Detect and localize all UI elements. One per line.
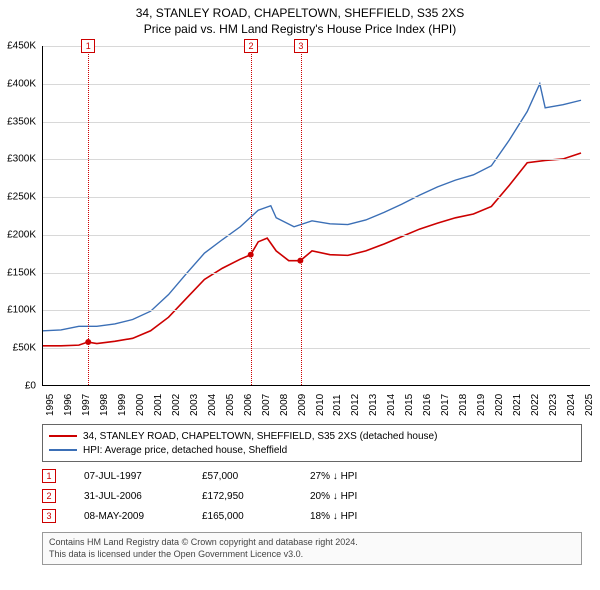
event-marker-box: 3 xyxy=(294,39,308,53)
y-tick-label: £100K xyxy=(0,305,40,316)
plot-area: 123 xyxy=(42,46,590,386)
y-tick-label: £450K xyxy=(0,41,40,52)
event-price: £165,000 xyxy=(202,511,282,522)
y-tick-label: £150K xyxy=(0,267,40,278)
event-row-marker: 3 xyxy=(42,509,56,523)
event-row-marker: 1 xyxy=(42,469,56,483)
gridline xyxy=(43,197,590,198)
footer-line2: This data is licensed under the Open Gov… xyxy=(49,549,575,561)
gridline xyxy=(43,348,590,349)
y-tick-label: £250K xyxy=(0,192,40,203)
event-marker-box: 2 xyxy=(244,39,258,53)
legend-label: 34, STANLEY ROAD, CHAPELTOWN, SHEFFIELD,… xyxy=(83,431,437,442)
y-tick-label: £400K xyxy=(0,78,40,89)
legend-row: HPI: Average price, detached house, Shef… xyxy=(49,443,575,457)
event-diff: 18% ↓ HPI xyxy=(310,511,400,522)
legend-label: HPI: Average price, detached house, Shef… xyxy=(83,445,287,456)
title-block: 34, STANLEY ROAD, CHAPELTOWN, SHEFFIELD,… xyxy=(0,0,600,38)
y-tick-label: £50K xyxy=(0,343,40,354)
chart-title-address: 34, STANLEY ROAD, CHAPELTOWN, SHEFFIELD,… xyxy=(10,6,590,20)
gridline xyxy=(43,84,590,85)
event-date: 08-MAY-2009 xyxy=(84,511,174,522)
event-diff: 27% ↓ HPI xyxy=(310,471,400,482)
chart-area: £0 £50K £100K £150K £200K £250K £300K £350K £400… xyxy=(0,38,600,418)
event-row: 2 31-JUL-2006 £172,950 20% ↓ HPI xyxy=(42,486,582,506)
event-date: 07-JUL-1997 xyxy=(84,471,174,482)
event-price: £172,950 xyxy=(202,491,282,502)
legend-swatch xyxy=(49,449,77,451)
y-tick-label: £350K xyxy=(0,116,40,127)
legend-swatch xyxy=(49,435,77,437)
legend: 34, STANLEY ROAD, CHAPELTOWN, SHEFFIELD,… xyxy=(42,424,582,462)
event-date: 31-JUL-2006 xyxy=(84,491,174,502)
event-marker-line xyxy=(301,46,302,385)
event-row: 3 08-MAY-2009 £165,000 18% ↓ HPI xyxy=(42,506,582,526)
gridline xyxy=(43,122,590,123)
gridline xyxy=(43,159,590,160)
events-table: 1 07-JUL-1997 £57,000 27% ↓ HPI 2 31-JUL-2006… xyxy=(42,466,582,526)
chart-title-subtitle: Price paid vs. HM Land Registry's House … xyxy=(10,22,590,36)
x-tick-label: 2025 xyxy=(584,394,600,416)
event-marker-box: 1 xyxy=(81,39,95,53)
event-diff: 20% ↓ HPI xyxy=(310,491,400,502)
footer-line1: Contains HM Land Registry data © Crown c… xyxy=(49,537,575,549)
event-row-marker: 2 xyxy=(42,489,56,503)
legend-row: 34, STANLEY ROAD, CHAPELTOWN, SHEFFIELD,… xyxy=(49,429,575,443)
y-tick-label: £0 xyxy=(0,381,40,392)
gridline xyxy=(43,310,590,311)
chart-svg xyxy=(43,46,590,385)
chart-container: 34, STANLEY ROAD, CHAPELTOWN, SHEFFIELD,… xyxy=(0,0,600,565)
event-row: 1 07-JUL-1997 £57,000 27% ↓ HPI xyxy=(42,466,582,486)
footer-attribution: Contains HM Land Registry data © Crown c… xyxy=(42,532,582,565)
series-line-price_paid xyxy=(43,153,581,346)
x-axis-labels: 1995199619971998199920002001200220032004… xyxy=(42,386,590,416)
y-tick-label: £200K xyxy=(0,229,40,240)
y-tick-label: £300K xyxy=(0,154,40,165)
event-price: £57,000 xyxy=(202,471,282,482)
gridline xyxy=(43,235,590,236)
gridline xyxy=(43,46,590,47)
gridline xyxy=(43,273,590,274)
event-marker-line xyxy=(88,46,89,385)
event-marker-line xyxy=(251,46,252,385)
